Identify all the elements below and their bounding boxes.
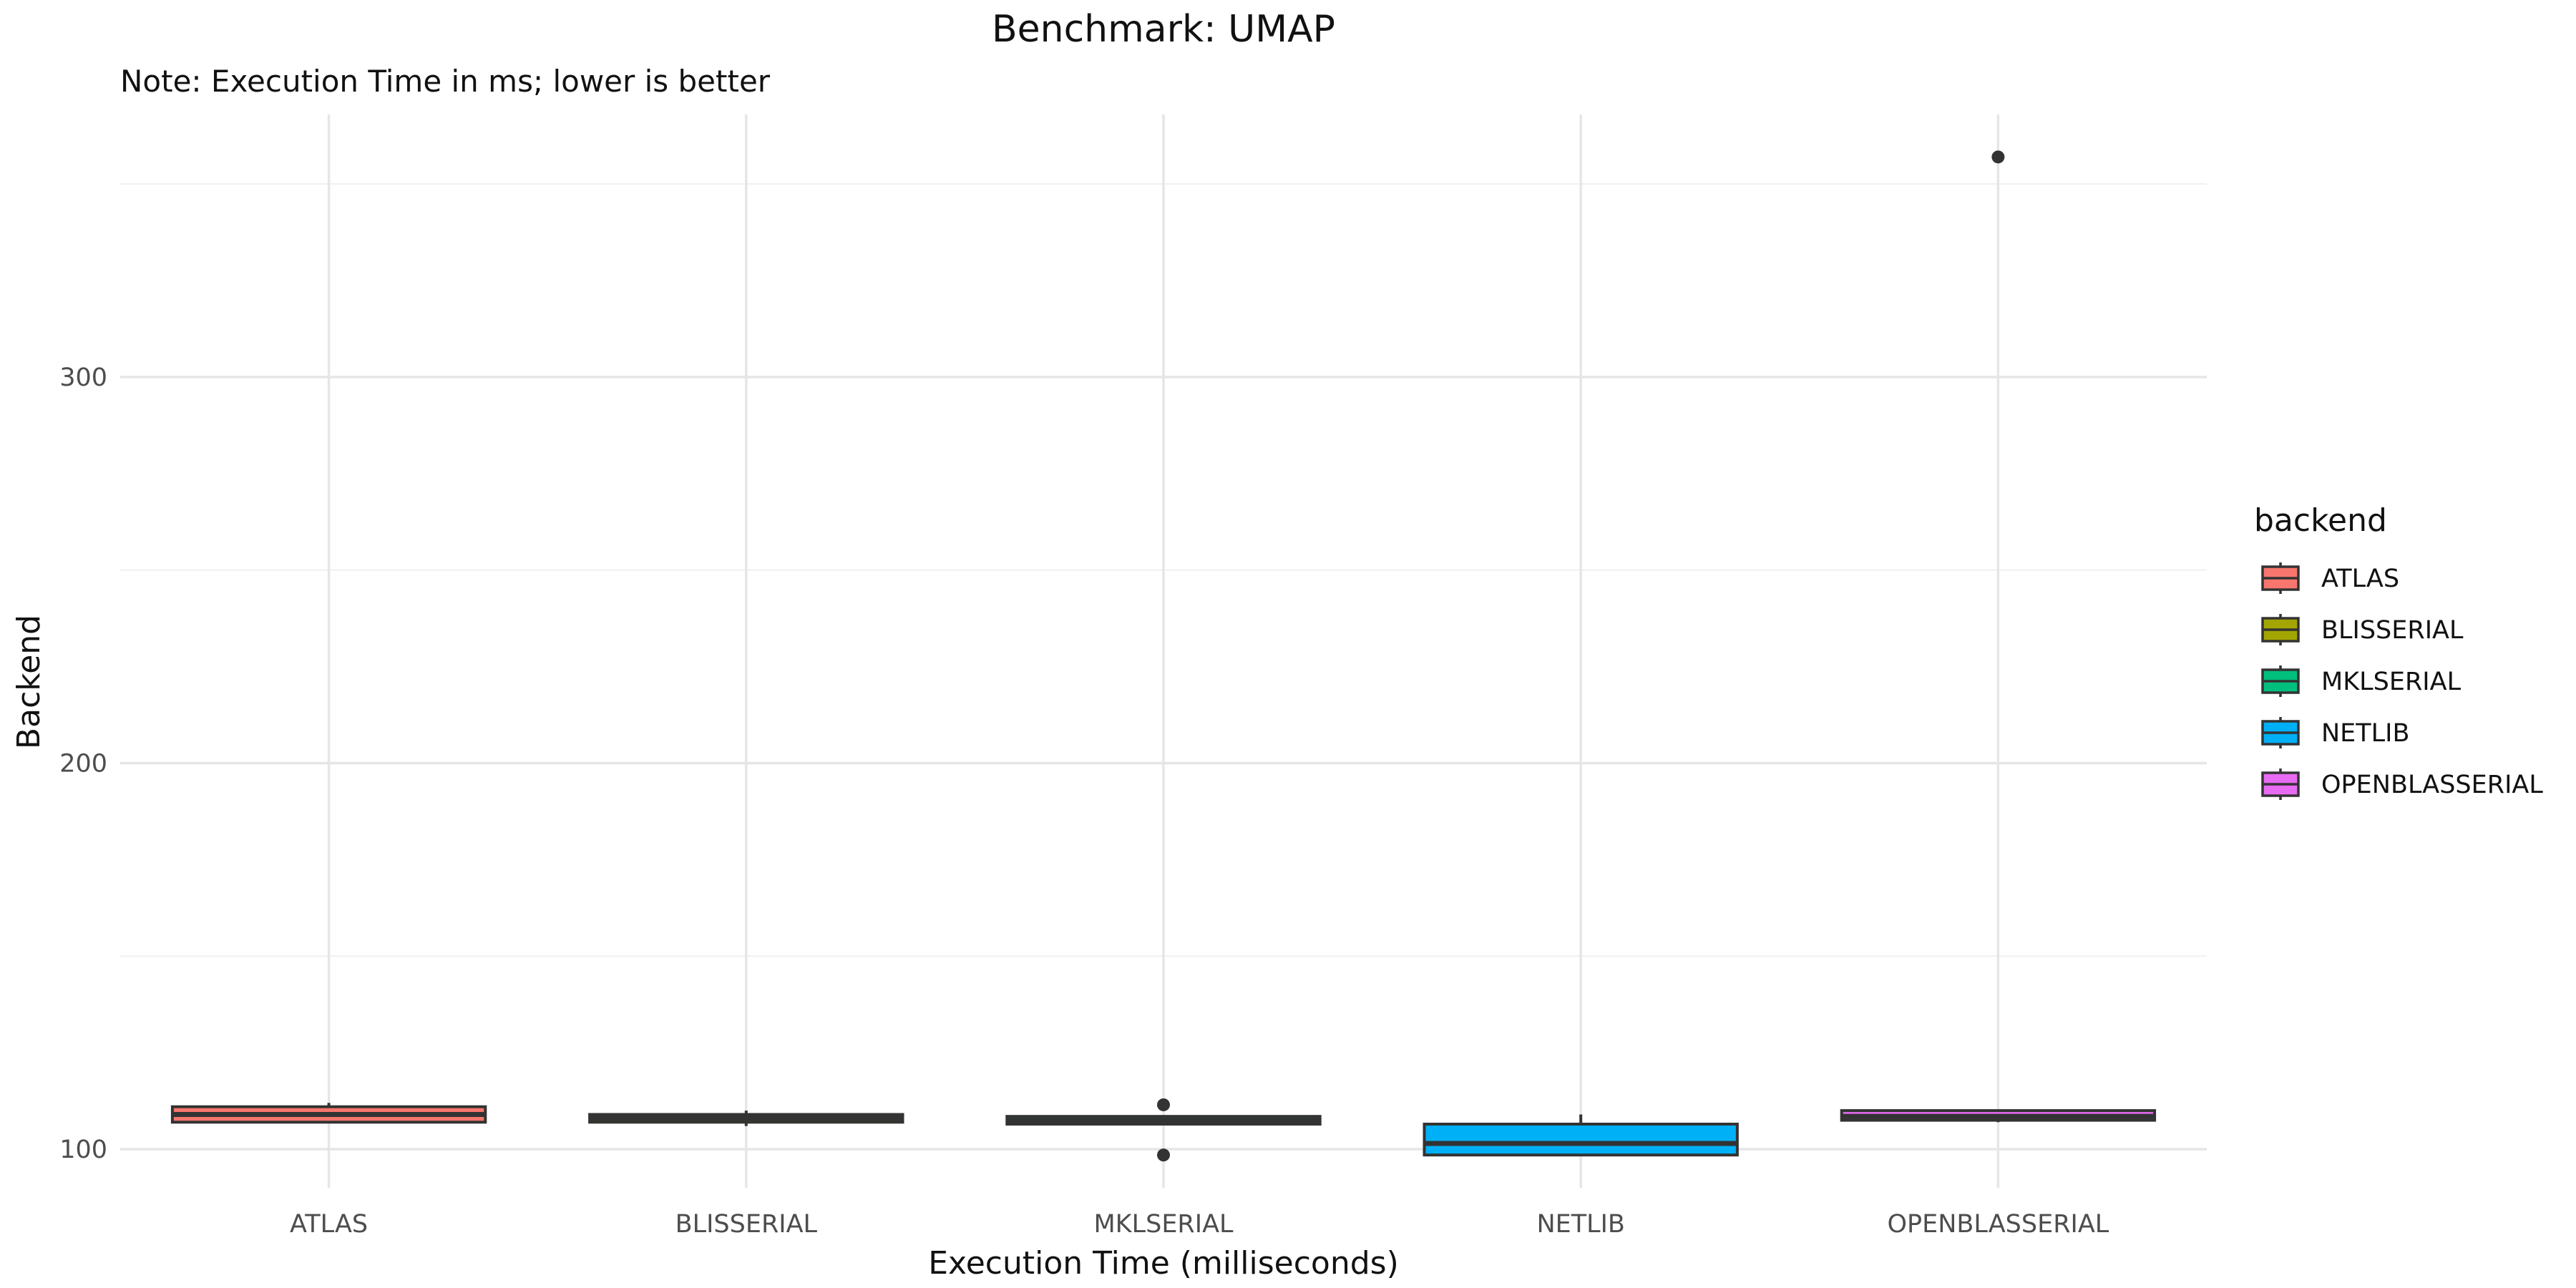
legend-label: BLISSERIAL [2321,616,2464,645]
x-tick-label: BLISSERIAL [675,1210,818,1239]
y-tick-label: 200 [59,749,107,778]
legend-label: NETLIB [2321,719,2410,748]
x-tick-label: MKLSERIAL [1093,1210,1234,1239]
x-tick-label: OPENBLASSERIAL [1887,1210,2109,1239]
box-openblasserial [1840,150,2157,1123]
legend: backend ATLAS BLISSERIAL MKLSERIAL NETLIB OP… [2254,502,2543,800]
axis-ticks: 100 200 300 ATLAS BLISSERIAL MKLSERIAL NETLIB O… [59,364,2109,1239]
legend-title: backend [2254,502,2387,539]
y-tick-label: 100 [59,1136,107,1164]
legend-item-blisserial: BLISSERIAL [2261,614,2464,645]
chart-subtitle: Note: Execution Time in ms; lower is bet… [120,64,771,99]
legend-item-netlib: NETLIB [2261,717,2410,748]
grid [120,114,2207,1188]
y-tick-label: 300 [59,364,107,392]
x-tick-label: ATLAS [290,1210,368,1239]
x-tick-label: NETLIB [1536,1210,1625,1239]
chart-title: Benchmark: UMAP [992,8,1335,51]
box-blisserial [588,1111,904,1126]
box-mklserial [1005,1098,1322,1162]
legend-item-openblasserial: OPENBLASSERIAL [2261,769,2543,800]
x-axis-title: Execution Time (milliseconds) [928,1245,1399,1282]
outlier-point [1991,150,2005,164]
box-body [1423,1122,1739,1157]
outlier-point [1157,1148,1170,1162]
legend-label: ATLAS [2321,565,2399,593]
legend-label: MKLSERIAL [2321,668,2462,696]
box-netlib [1423,1114,1739,1157]
legend-item-mklserial: MKLSERIAL [2261,665,2462,697]
y-axis-title: Backend [11,615,47,749]
outlier-point [1157,1098,1170,1111]
legend-item-atlas: ATLAS [2261,562,2399,594]
plot-area [170,150,2157,1162]
legend-label: OPENBLASSERIAL [2321,771,2543,799]
box-atlas [170,1103,487,1124]
